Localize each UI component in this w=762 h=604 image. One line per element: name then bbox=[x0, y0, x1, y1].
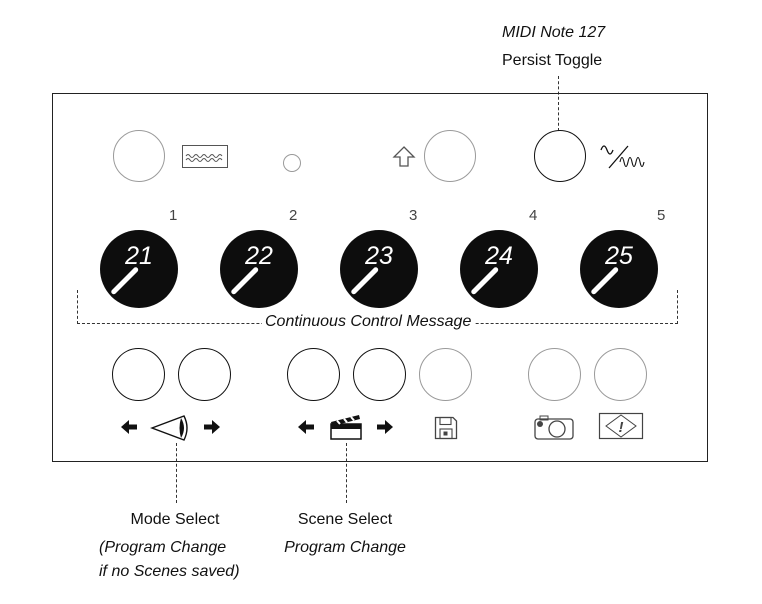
shift-button[interactable] bbox=[424, 130, 476, 182]
controller-panel bbox=[52, 93, 708, 462]
knob-cc-number: 22 bbox=[245, 242, 273, 270]
cc-bracket-right bbox=[677, 290, 678, 324]
mode-select-label: Mode Select bbox=[130, 511, 220, 528]
cc-bracket-left bbox=[77, 290, 78, 324]
right-arrow-icon bbox=[203, 419, 221, 440]
waveform-icon bbox=[182, 145, 228, 174]
clapperboard-icon bbox=[328, 412, 364, 445]
mode-leader-line bbox=[176, 443, 177, 503]
save-floppy-icon bbox=[434, 416, 458, 445]
knob-cc-number: 25 bbox=[605, 242, 633, 270]
persist-toggle-label: Persist Toggle bbox=[502, 52, 603, 69]
knob-cc-number: 23 bbox=[365, 242, 393, 270]
scene-select-label: Scene Select bbox=[297, 511, 393, 528]
knob-cc24[interactable]: 24 bbox=[460, 230, 538, 308]
knob-index-5: 5 bbox=[657, 207, 666, 224]
mode-select-note-1: (Program Change bbox=[99, 539, 227, 556]
knob-pointer bbox=[230, 266, 260, 296]
mode-select-note-2: if no Scenes saved) bbox=[99, 563, 240, 580]
knob-index-3: 3 bbox=[409, 207, 418, 224]
left-arrow-icon bbox=[297, 419, 315, 440]
knob-cc21[interactable]: 21 bbox=[100, 230, 178, 308]
alert-button[interactable] bbox=[594, 348, 647, 401]
mode-prev-button[interactable] bbox=[112, 348, 165, 401]
right-arrow-icon bbox=[376, 419, 394, 440]
persist-note-label: MIDI Note 127 bbox=[502, 24, 606, 41]
camera-icon bbox=[532, 413, 576, 446]
knob-cc22[interactable]: 22 bbox=[220, 230, 298, 308]
scene-prev-button[interactable] bbox=[287, 348, 340, 401]
top-button-1[interactable] bbox=[113, 130, 165, 182]
persist-leader-line bbox=[558, 76, 559, 131]
knob-index-2: 2 bbox=[289, 207, 298, 224]
led-icon bbox=[283, 154, 301, 172]
noise-wave-icon bbox=[598, 140, 648, 177]
knob-cc-number: 24 bbox=[485, 242, 513, 270]
left-arrow-icon bbox=[120, 419, 138, 440]
knob-pointer bbox=[590, 266, 620, 296]
scene-select-note: Program Change bbox=[284, 539, 406, 556]
knob-cc-number: 21 bbox=[125, 242, 153, 270]
knob-pointer bbox=[470, 266, 500, 296]
knob-pointer bbox=[350, 266, 380, 296]
knob-cc23[interactable]: 23 bbox=[340, 230, 418, 308]
cc-message-label: Continuous Control Message bbox=[262, 313, 475, 331]
scene-next-button[interactable] bbox=[353, 348, 406, 401]
alert-icon: ! bbox=[598, 412, 644, 445]
knob-index-1: 1 bbox=[169, 207, 178, 224]
knob-index-4: 4 bbox=[529, 207, 538, 224]
shift-arrow-icon bbox=[392, 145, 416, 174]
scene-leader-line bbox=[346, 443, 347, 503]
eye-icon bbox=[150, 414, 192, 447]
knob-cc25[interactable]: 25 bbox=[580, 230, 658, 308]
save-scene-button[interactable] bbox=[419, 348, 472, 401]
knob-pointer bbox=[110, 266, 140, 296]
persist-toggle-button[interactable] bbox=[534, 130, 586, 182]
svg-text:!: ! bbox=[619, 419, 624, 436]
snapshot-button[interactable] bbox=[528, 348, 581, 401]
mode-next-button[interactable] bbox=[178, 348, 231, 401]
